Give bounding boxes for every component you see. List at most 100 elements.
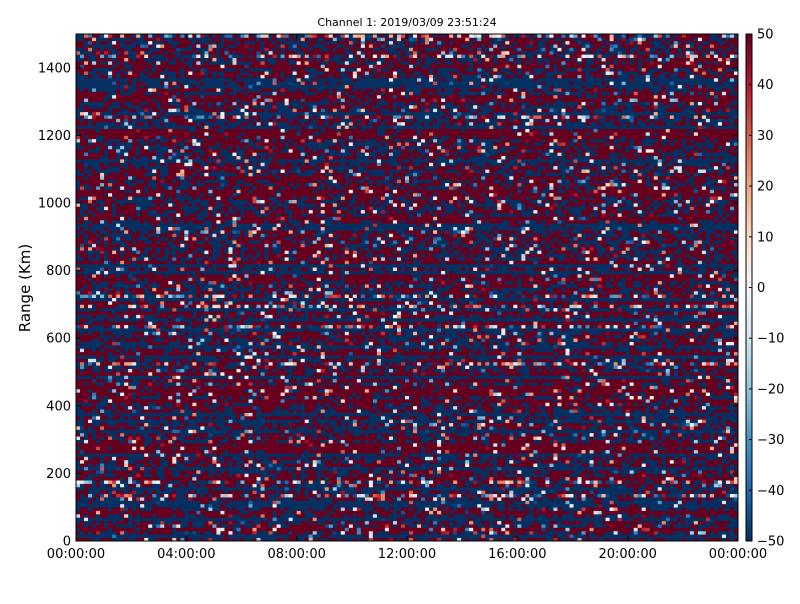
heatmap-cell — [373, 473, 377, 477]
heatmap-cell — [686, 494, 690, 498]
heatmap-cell — [533, 440, 537, 444]
heatmap-cell — [200, 480, 204, 484]
heatmap-cell — [104, 511, 108, 515]
heatmap-cell — [718, 494, 722, 498]
heatmap-cell — [269, 463, 273, 467]
heatmap-cell — [437, 524, 441, 528]
heatmap-cell — [241, 534, 245, 538]
heatmap-cell — [261, 534, 265, 538]
heatmap-cell — [160, 440, 164, 444]
heatmap-cell — [96, 443, 100, 447]
heatmap-cell — [413, 460, 417, 464]
heatmap-cell — [690, 497, 694, 501]
heatmap-cell — [132, 527, 136, 531]
heatmap-cell — [670, 514, 674, 518]
heatmap-cell — [128, 457, 132, 461]
heatmap-cell — [168, 497, 172, 501]
heatmap-cell — [116, 524, 120, 528]
heatmap-cell — [586, 450, 590, 454]
heatmap-cell — [421, 497, 425, 501]
heatmap-cell — [682, 494, 686, 498]
heatmap-cell — [176, 487, 180, 491]
heatmap-cell — [393, 507, 397, 511]
heatmap-cell — [477, 453, 481, 457]
heatmap-cell — [365, 480, 369, 484]
heatmap-cell — [429, 457, 433, 461]
heatmap-cell — [549, 534, 553, 538]
heatmap-cell — [578, 494, 582, 498]
heatmap-cell — [309, 507, 313, 511]
heatmap-cell — [393, 531, 397, 535]
heatmap-cell — [545, 511, 549, 515]
heatmap-cell — [485, 440, 489, 444]
heatmap-cell — [144, 436, 148, 440]
heatmap-cell — [124, 484, 128, 488]
heatmap-cell — [678, 497, 682, 501]
heatmap-cell — [574, 487, 578, 491]
heatmap-cell — [104, 531, 108, 535]
heatmap-cell — [405, 443, 409, 447]
heatmap-cell — [196, 453, 200, 457]
heatmap-cell — [148, 470, 152, 474]
heatmap-cells — [76, 34, 738, 541]
heatmap-cell — [132, 511, 136, 515]
heatmap-cell — [385, 497, 389, 501]
heatmap-cell — [674, 480, 678, 484]
heatmap-cell — [293, 514, 297, 518]
heatmap-cell — [172, 446, 176, 450]
heatmap-cell — [172, 487, 176, 491]
heatmap-cell — [188, 457, 192, 461]
heatmap-cell — [622, 497, 626, 501]
heatmap-cell — [590, 504, 594, 508]
heatmap-cell — [529, 524, 533, 528]
heatmap-cell — [168, 527, 172, 531]
heatmap-cell — [618, 440, 622, 444]
heatmap-cell — [457, 517, 461, 521]
heatmap-cell — [204, 450, 208, 454]
heatmap-cell — [606, 450, 610, 454]
heatmap-cell — [116, 446, 120, 450]
heatmap-cell — [253, 504, 257, 508]
heatmap-cell — [184, 460, 188, 464]
heatmap-cell — [381, 497, 385, 501]
heatmap-cell — [281, 490, 285, 494]
heatmap-cell — [184, 490, 188, 494]
heatmap-cell — [658, 497, 662, 501]
heatmap-cell — [730, 497, 734, 501]
heatmap-cell — [253, 534, 257, 538]
heatmap-cell — [96, 473, 100, 477]
heatmap-cell — [188, 463, 192, 467]
heatmap-cell — [698, 527, 702, 531]
heatmap-cell — [289, 453, 293, 457]
heatmap-cell — [666, 534, 670, 538]
heatmap-cell — [602, 440, 606, 444]
heatmap-cell — [92, 514, 96, 518]
heatmap-cell — [293, 507, 297, 511]
heatmap-cell — [88, 490, 92, 494]
heatmap-cell — [361, 467, 365, 471]
heatmap-cell — [241, 460, 245, 464]
heatmap-cell — [485, 511, 489, 515]
heatmap-cell — [586, 534, 590, 538]
heatmap-cell — [706, 517, 710, 521]
heatmap-cell — [433, 467, 437, 471]
heatmap-cell — [381, 527, 385, 531]
heatmap-cell — [441, 497, 445, 501]
heatmap-cell — [309, 443, 313, 447]
heatmap-cell — [582, 500, 586, 504]
heatmap-cell — [726, 446, 730, 450]
heatmap-cell — [654, 463, 658, 467]
heatmap-cell — [473, 457, 477, 461]
heatmap-cell — [477, 517, 481, 521]
heatmap-cell — [305, 504, 309, 508]
heatmap-cell — [505, 487, 509, 491]
heatmap-cell — [293, 473, 297, 477]
heatmap-cell — [578, 531, 582, 535]
heatmap-cell — [521, 457, 525, 461]
heatmap-cell — [706, 507, 710, 511]
heatmap-cell — [281, 494, 285, 498]
heatmap-cell — [88, 527, 92, 531]
heatmap-cell — [361, 494, 365, 498]
heatmap-cell — [345, 480, 349, 484]
heatmap-cell — [606, 517, 610, 521]
